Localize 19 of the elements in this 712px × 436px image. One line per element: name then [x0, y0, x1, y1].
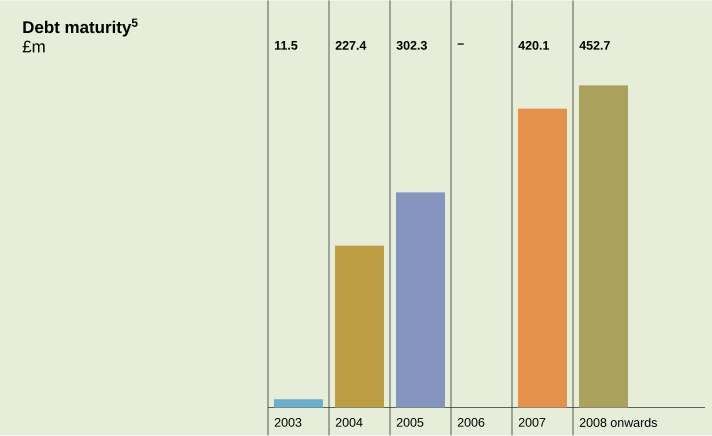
data-label: 302.3 — [396, 41, 427, 50]
bar — [335, 246, 384, 408]
x-tick-label: 2004 — [336, 418, 363, 427]
text: – — [458, 44, 464, 45]
bar — [578, 85, 628, 408]
x-tick-label: 2006 — [458, 418, 484, 427]
text: Debt maturity$^{5}$ — [23, 18, 138, 37]
bar — [518, 108, 567, 408]
x-tick-label: 2005 — [396, 418, 424, 427]
data-label: 227.4 — [336, 41, 366, 50]
x-tick-label: 2003 — [274, 418, 302, 427]
data-label: 420.1 — [518, 41, 550, 50]
text: £m — [22, 40, 45, 53]
bar — [274, 399, 323, 408]
data-label: 452.7 — [579, 41, 610, 50]
data-label: 11.5 — [274, 41, 298, 50]
x-tick-label: 2008 onwards — [580, 418, 657, 428]
bar — [396, 192, 445, 408]
x-tick-label: 2007 — [518, 418, 546, 427]
